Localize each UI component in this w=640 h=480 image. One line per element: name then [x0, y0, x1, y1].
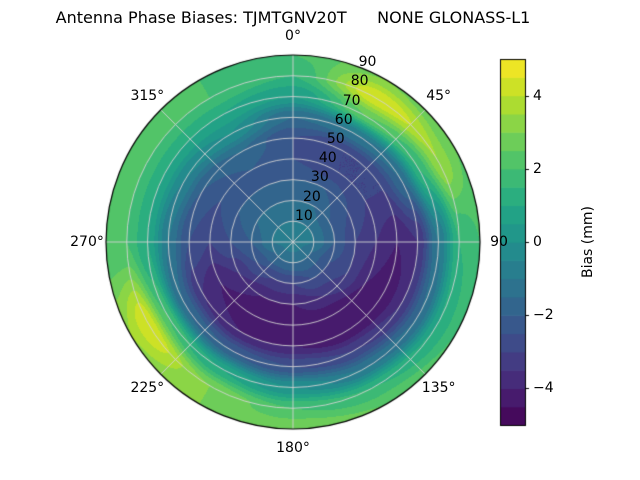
colorbar-label: Bias (mm): [580, 205, 596, 279]
chart-title: Antenna Phase Biases: TJMTGNV20T NONE GL…: [55, 8, 531, 27]
